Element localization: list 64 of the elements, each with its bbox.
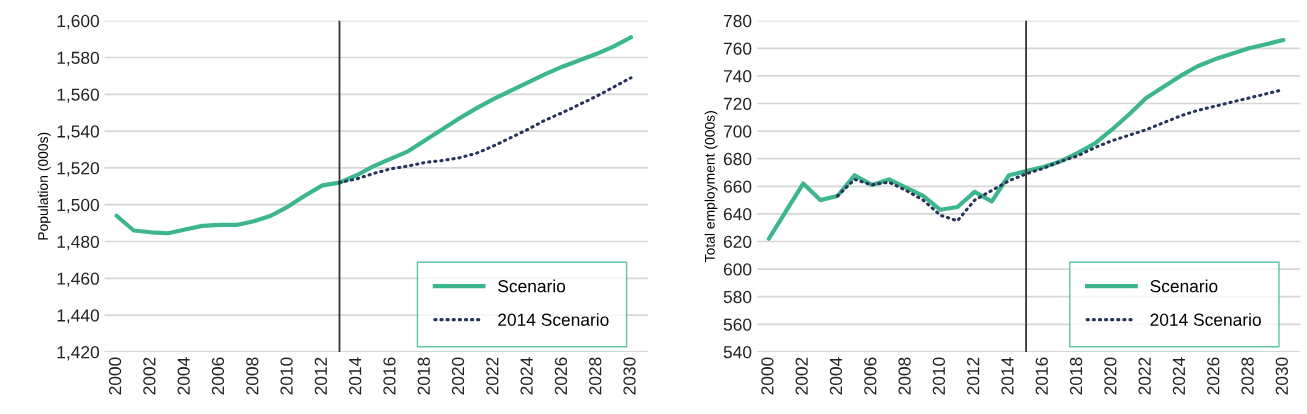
legend-label: 2014 Scenario xyxy=(498,313,609,326)
legend-label: 2014 Scenario xyxy=(1150,313,1261,326)
x-tick-label: 2006 xyxy=(864,357,877,395)
x-tick-label: 2024 xyxy=(520,357,533,395)
y-tick-label: 580 xyxy=(723,290,752,304)
x-tick-label: 2012 xyxy=(967,357,980,395)
x-tick-label: 2000 xyxy=(761,357,774,395)
y-tick-label: 1,460 xyxy=(57,272,100,287)
y-tick-label: 620 xyxy=(723,235,752,248)
x-tick-label: 2020 xyxy=(451,357,465,395)
y-tick-label: 720 xyxy=(723,97,752,110)
x-tick-label: 2014 xyxy=(349,357,362,395)
x-tick-label: 2004 xyxy=(177,357,190,395)
x-tick-label: 2002 xyxy=(143,357,156,395)
x-tick-label: 2024 xyxy=(1172,357,1186,395)
line-series xyxy=(766,37,1286,241)
y-axis-title: Total employment (000s) xyxy=(704,111,718,263)
y-tick-label: 1,420 xyxy=(57,346,100,361)
x-tick-label: 2020 xyxy=(1104,357,1117,395)
x-tick-label: 2000 xyxy=(108,357,122,395)
x-tick-label: 2026 xyxy=(554,357,568,395)
y-tick-label: 540 xyxy=(723,346,752,359)
x-tick-label: 2008 xyxy=(898,357,911,395)
x-tick-label: 2008 xyxy=(246,357,259,395)
x-tick-label: 2010 xyxy=(932,357,946,395)
y-tick-label: 780 xyxy=(723,14,752,28)
x-tick-label: 2028 xyxy=(589,357,602,395)
x-tick-label: 2022 xyxy=(1138,357,1151,395)
x-tick-label: 2030 xyxy=(1275,357,1288,395)
x-tick-label: 2018 xyxy=(1069,357,1083,395)
y-tick-label: 1,580 xyxy=(57,51,100,67)
y-tick-label: 1,500 xyxy=(57,198,100,214)
x-tick-label: 2028 xyxy=(1241,357,1254,395)
legend-label: Scenario xyxy=(1150,279,1218,293)
legend-label: Scenario xyxy=(498,279,566,293)
y-tick-label: 1,440 xyxy=(57,309,100,324)
line-series xyxy=(337,76,633,185)
y-axis-title: Population (000s) xyxy=(37,132,51,240)
y-tick-label: 1,560 xyxy=(57,88,100,103)
y-tick-label: 640 xyxy=(723,208,752,221)
y-tick-label: 700 xyxy=(723,125,752,138)
x-tick-label: 2016 xyxy=(383,357,396,395)
x-tick-label: 2030 xyxy=(623,357,636,395)
x-tick-label: 2010 xyxy=(280,357,293,395)
x-tick-label: 2018 xyxy=(417,357,430,395)
y-tick-label: 1,540 xyxy=(57,125,100,140)
x-tick-label: 2004 xyxy=(829,357,843,395)
y-tick-label: 560 xyxy=(723,318,752,331)
x-tick-label: 2016 xyxy=(1035,357,1048,395)
y-tick-label: 1,480 xyxy=(57,235,100,251)
x-tick-label: 2012 xyxy=(314,357,327,395)
y-tick-label: 740 xyxy=(723,70,752,83)
y-tick-label: 760 xyxy=(723,42,752,55)
y-tick-label: 680 xyxy=(723,152,752,166)
y-tick-label: 1,520 xyxy=(57,162,100,177)
y-tick-label: 660 xyxy=(723,180,752,193)
x-tick-label: 2002 xyxy=(795,357,808,395)
line-series xyxy=(114,35,634,236)
x-tick-label: 2022 xyxy=(486,357,499,395)
y-tick-label: 600 xyxy=(723,263,752,276)
x-tick-label: 2006 xyxy=(211,357,225,395)
x-tick-label: 2026 xyxy=(1207,357,1220,395)
y-tick-label: 1,600 xyxy=(57,14,100,30)
x-tick-label: 2014 xyxy=(1001,357,1014,395)
